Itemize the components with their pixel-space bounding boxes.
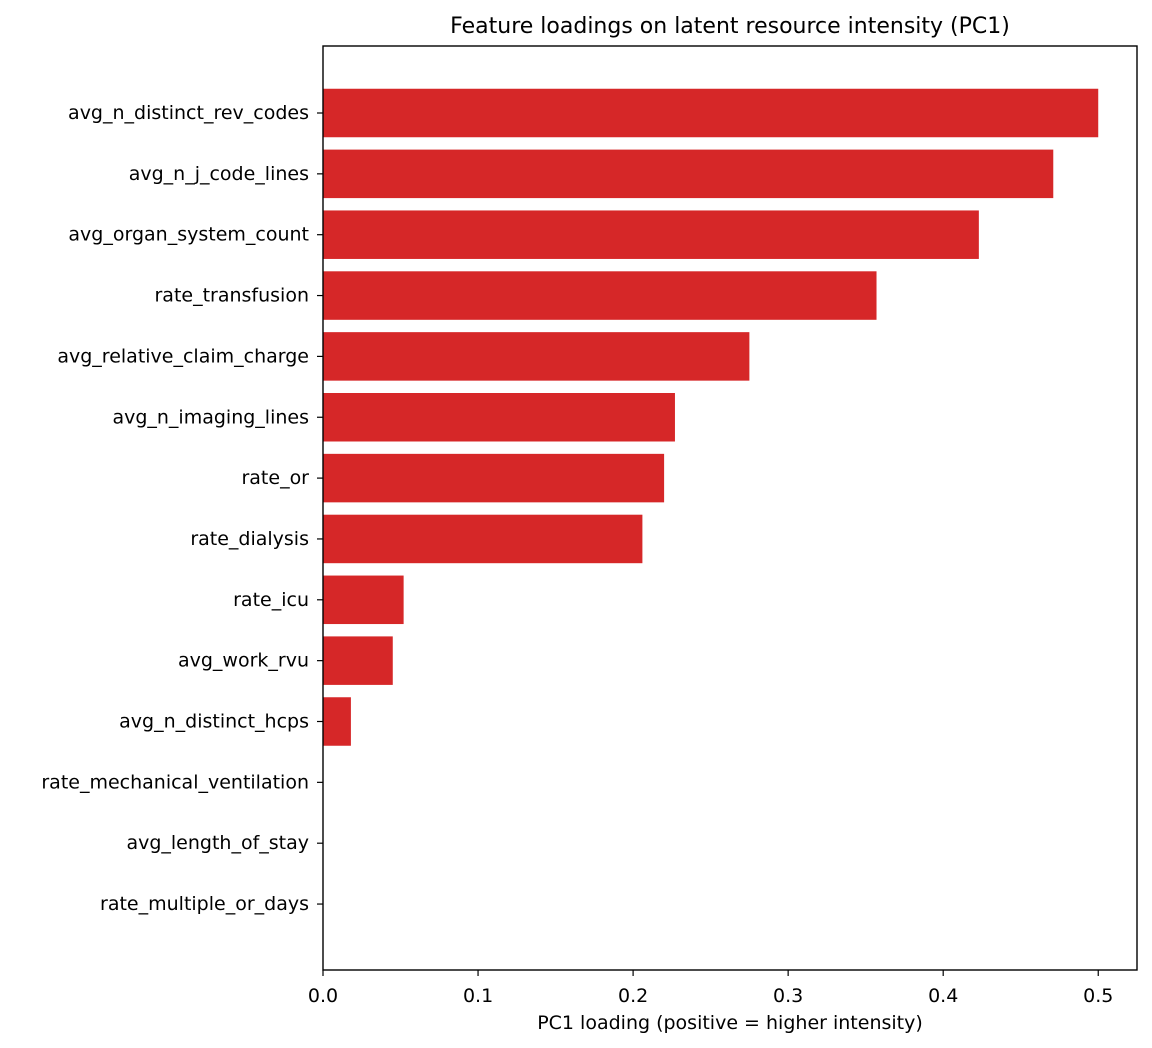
x-tick-label: 0.1 xyxy=(463,985,493,1007)
y-axis-ticks: avg_n_distinct_rev_codes avg_n_j_code_lin… xyxy=(41,102,323,915)
y-tick-label: avg_work_rvu xyxy=(178,650,309,672)
bar-rate_transfusion xyxy=(323,271,877,320)
chart-title: Feature loadings on latent resource inte… xyxy=(450,14,1010,39)
y-tick-label: rate_multiple_or_days xyxy=(100,893,309,915)
x-tick-label: 0.5 xyxy=(1083,985,1113,1007)
bar-rate_or xyxy=(323,453,665,503)
y-tick-label: rate_mechanical_ventilation xyxy=(41,771,309,793)
x-axis-ticks: 0.0 0.1 0.2 0.3 0.4 0.5 xyxy=(308,970,1113,1007)
x-tick-label: 0.0 xyxy=(308,985,338,1007)
bar-avg_n_j_code_lines xyxy=(323,149,1054,199)
x-axis-label: PC1 loading (positive = higher intensity… xyxy=(537,1012,923,1034)
bar-avg_relative_claim_charge xyxy=(323,332,750,381)
y-tick-label: avg_n_imaging_lines xyxy=(112,406,309,428)
y-tick-label: avg_n_j_code_lines xyxy=(129,163,309,185)
y-tick-label: rate_transfusion xyxy=(154,285,309,307)
bar-rate_icu xyxy=(323,575,404,625)
y-tick-label: avg_n_distinct_hcps xyxy=(119,711,309,733)
bar-avg_work_rvu xyxy=(323,636,393,685)
y-tick-label: avg_relative_claim_charge xyxy=(57,345,309,367)
bars-group xyxy=(323,88,1099,746)
y-tick-label: rate_icu xyxy=(233,589,309,611)
x-tick-label: 0.2 xyxy=(618,985,648,1007)
x-tick-label: 0.4 xyxy=(928,985,958,1007)
y-tick-label: avg_organ_system_count xyxy=(68,224,309,246)
x-tick-label: 0.3 xyxy=(773,985,803,1007)
bar-avg_n_imaging_lines xyxy=(323,393,675,442)
y-tick-label: rate_or xyxy=(241,467,309,489)
plot-frame xyxy=(322,45,1138,971)
y-tick-label: avg_n_distinct_rev_codes xyxy=(68,102,309,124)
bar-avg_n_distinct_hcps xyxy=(323,697,351,746)
bar-avg_organ_system_count xyxy=(323,210,979,259)
bar-avg_n_distinct_rev_codes xyxy=(323,88,1099,138)
y-tick-label: avg_length_of_stay xyxy=(126,832,309,854)
bar-rate_dialysis xyxy=(323,514,643,564)
y-tick-label: rate_dialysis xyxy=(190,528,309,550)
